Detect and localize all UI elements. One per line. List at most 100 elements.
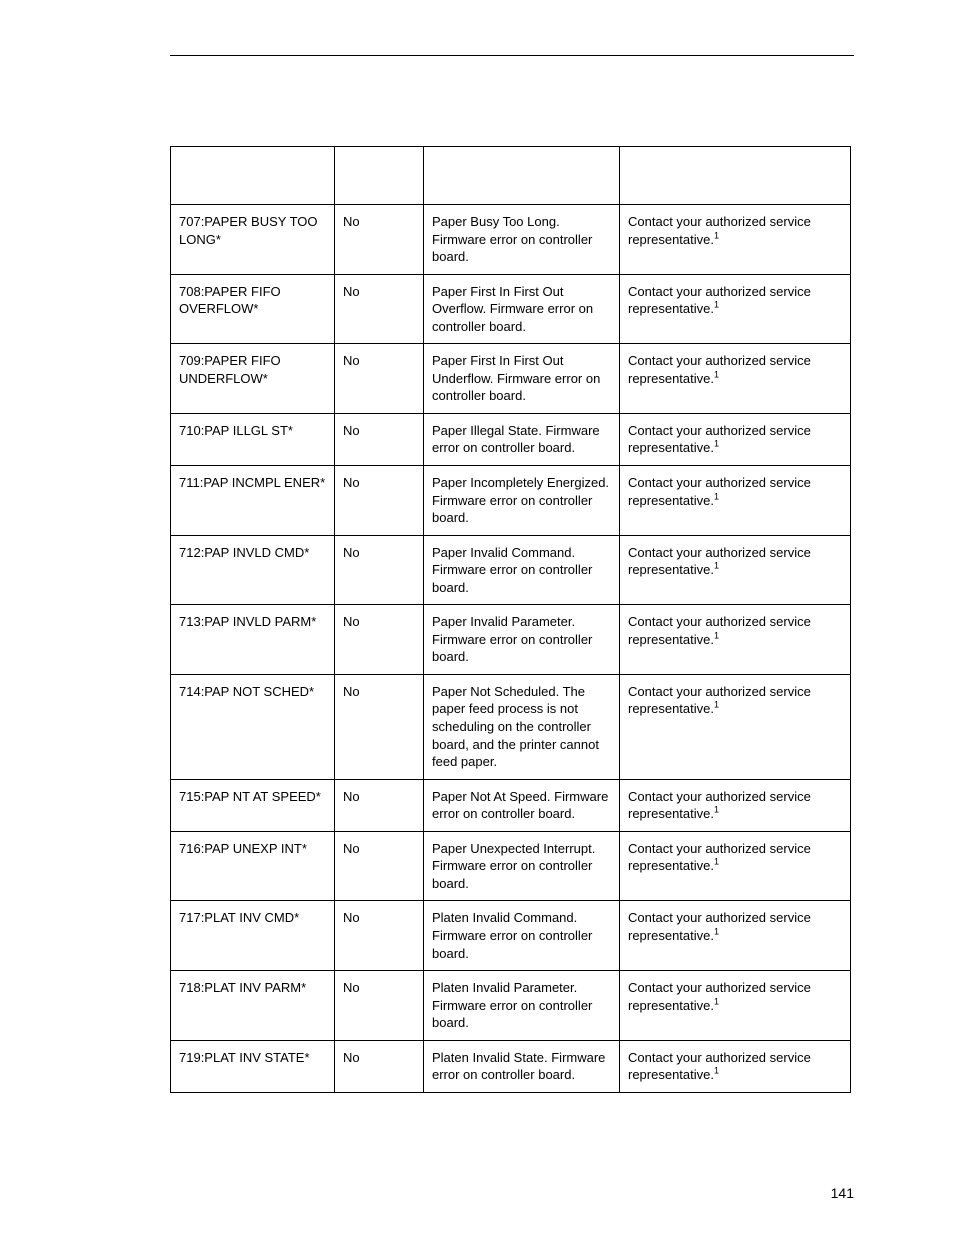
footnote-ref: 1 xyxy=(714,857,719,867)
cell-solution: Contact your authorized service represen… xyxy=(620,1040,851,1092)
cell-solution: Contact your authorized service represen… xyxy=(620,779,851,831)
solution-text: Contact your authorized service represen… xyxy=(628,910,811,943)
cell-solution: Contact your authorized service represen… xyxy=(620,674,851,779)
table-row: 709:PAPER FIFO UNDERFLOW*NoPaper First I… xyxy=(171,344,851,414)
cell-clear: No xyxy=(335,605,424,675)
page-number: 141 xyxy=(831,1185,854,1201)
footnote-ref: 1 xyxy=(714,927,719,937)
col-header-clear xyxy=(335,147,424,205)
cell-solution: Contact your authorized service represen… xyxy=(620,205,851,275)
cell-message: 710:PAP ILLGL ST* xyxy=(171,413,335,465)
cell-explanation: Paper Incompletely Energized. Firmware e… xyxy=(424,466,620,536)
cell-clear: No xyxy=(335,831,424,901)
cell-explanation: Paper Invalid Parameter. Firmware error … xyxy=(424,605,620,675)
cell-explanation: Platen Invalid Command. Firmware error o… xyxy=(424,901,620,971)
cell-explanation: Paper Busy Too Long. Firmware error on c… xyxy=(424,205,620,275)
footnote-ref: 1 xyxy=(714,491,719,501)
solution-text: Contact your authorized service represen… xyxy=(628,841,811,874)
col-header-message xyxy=(171,147,335,205)
solution-text: Contact your authorized service represen… xyxy=(628,789,811,822)
cell-solution: Contact your authorized service represen… xyxy=(620,344,851,414)
cell-message: 712:PAP INVLD CMD* xyxy=(171,535,335,605)
error-codes-table: 707:PAPER BUSY TOO LONG*NoPaper Busy Too… xyxy=(170,146,851,1093)
col-header-explanation xyxy=(424,147,620,205)
col-header-solution xyxy=(620,147,851,205)
cell-clear: No xyxy=(335,901,424,971)
cell-explanation: Paper Unexpected Interrupt. Firmware err… xyxy=(424,831,620,901)
cell-message: 713:PAP INVLD PARM* xyxy=(171,605,335,675)
header-rule xyxy=(170,55,854,56)
cell-solution: Contact your authorized service represen… xyxy=(620,605,851,675)
table-row: 719:PLAT INV STATE*NoPlaten Invalid Stat… xyxy=(171,1040,851,1092)
cell-explanation: Platen Invalid Parameter. Firmware error… xyxy=(424,971,620,1041)
table-row: 710:PAP ILLGL ST*NoPaper Illegal State. … xyxy=(171,413,851,465)
cell-clear: No xyxy=(335,535,424,605)
solution-text: Contact your authorized service represen… xyxy=(628,684,811,717)
cell-message: 716:PAP UNEXP INT* xyxy=(171,831,335,901)
table-row: 707:PAPER BUSY TOO LONG*NoPaper Busy Too… xyxy=(171,205,851,275)
cell-message: 711:PAP INCMPL ENER* xyxy=(171,466,335,536)
solution-text: Contact your authorized service represen… xyxy=(628,614,811,647)
footnote-ref: 1 xyxy=(714,439,719,449)
cell-message: 717:PLAT INV CMD* xyxy=(171,901,335,971)
footnote-ref: 1 xyxy=(714,700,719,710)
cell-explanation: Paper First In First Out Underflow. Firm… xyxy=(424,344,620,414)
cell-message: 707:PAPER BUSY TOO LONG* xyxy=(171,205,335,275)
solution-text: Contact your authorized service represen… xyxy=(628,1050,811,1083)
cell-message: 709:PAPER FIFO UNDERFLOW* xyxy=(171,344,335,414)
table-row: 712:PAP INVLD CMD*NoPaper Invalid Comman… xyxy=(171,535,851,605)
cell-solution: Contact your authorized service represen… xyxy=(620,466,851,536)
table-row: 717:PLAT INV CMD*NoPlaten Invalid Comman… xyxy=(171,901,851,971)
cell-explanation: Paper First In First Out Overflow. Firmw… xyxy=(424,274,620,344)
cell-explanation: Paper Not At Speed. Firmware error on co… xyxy=(424,779,620,831)
cell-clear: No xyxy=(335,779,424,831)
cell-clear: No xyxy=(335,344,424,414)
cell-solution: Contact your authorized service represen… xyxy=(620,901,851,971)
footnote-ref: 1 xyxy=(714,805,719,815)
cell-explanation: Paper Invalid Command. Firmware error on… xyxy=(424,535,620,605)
cell-clear: No xyxy=(335,274,424,344)
cell-clear: No xyxy=(335,413,424,465)
table-row: 713:PAP INVLD PARM*NoPaper Invalid Param… xyxy=(171,605,851,675)
cell-solution: Contact your authorized service represen… xyxy=(620,535,851,605)
table-header-row xyxy=(171,147,851,205)
table-row: 714:PAP NOT SCHED*NoPaper Not Scheduled.… xyxy=(171,674,851,779)
table-row: 708:PAPER FIFO OVERFLOW*NoPaper First In… xyxy=(171,274,851,344)
cell-solution: Contact your authorized service represen… xyxy=(620,971,851,1041)
cell-solution: Contact your authorized service represen… xyxy=(620,831,851,901)
cell-explanation: Paper Not Scheduled. The paper feed proc… xyxy=(424,674,620,779)
page-content: 707:PAPER BUSY TOO LONG*NoPaper Busy Too… xyxy=(0,0,954,1093)
cell-message: 718:PLAT INV PARM* xyxy=(171,971,335,1041)
cell-solution: Contact your authorized service represen… xyxy=(620,274,851,344)
solution-text: Contact your authorized service represen… xyxy=(628,980,811,1013)
table-row: 716:PAP UNEXP INT*NoPaper Unexpected Int… xyxy=(171,831,851,901)
cell-clear: No xyxy=(335,674,424,779)
footnote-ref: 1 xyxy=(714,370,719,380)
footnote-ref: 1 xyxy=(714,230,719,240)
solution-text: Contact your authorized service represen… xyxy=(628,545,811,578)
solution-text: Contact your authorized service represen… xyxy=(628,284,811,317)
solution-text: Contact your authorized service represen… xyxy=(628,423,811,456)
footnote-ref: 1 xyxy=(714,1066,719,1076)
cell-message: 719:PLAT INV STATE* xyxy=(171,1040,335,1092)
footnote-ref: 1 xyxy=(714,300,719,310)
cell-clear: No xyxy=(335,205,424,275)
solution-text: Contact your authorized service represen… xyxy=(628,475,811,508)
cell-clear: No xyxy=(335,971,424,1041)
cell-message: 708:PAPER FIFO OVERFLOW* xyxy=(171,274,335,344)
footnote-ref: 1 xyxy=(714,561,719,571)
table-row: 718:PLAT INV PARM*NoPlaten Invalid Param… xyxy=(171,971,851,1041)
cell-clear: No xyxy=(335,1040,424,1092)
cell-solution: Contact your authorized service represen… xyxy=(620,413,851,465)
solution-text: Contact your authorized service represen… xyxy=(628,214,811,247)
solution-text: Contact your authorized service represen… xyxy=(628,353,811,386)
cell-message: 715:PAP NT AT SPEED* xyxy=(171,779,335,831)
cell-clear: No xyxy=(335,466,424,536)
table-row: 711:PAP INCMPL ENER*NoPaper Incompletely… xyxy=(171,466,851,536)
cell-explanation: Platen Invalid State. Firmware error on … xyxy=(424,1040,620,1092)
table-row: 715:PAP NT AT SPEED*NoPaper Not At Speed… xyxy=(171,779,851,831)
footnote-ref: 1 xyxy=(714,996,719,1006)
footnote-ref: 1 xyxy=(714,631,719,641)
cell-explanation: Paper Illegal State. Firmware error on c… xyxy=(424,413,620,465)
cell-message: 714:PAP NOT SCHED* xyxy=(171,674,335,779)
